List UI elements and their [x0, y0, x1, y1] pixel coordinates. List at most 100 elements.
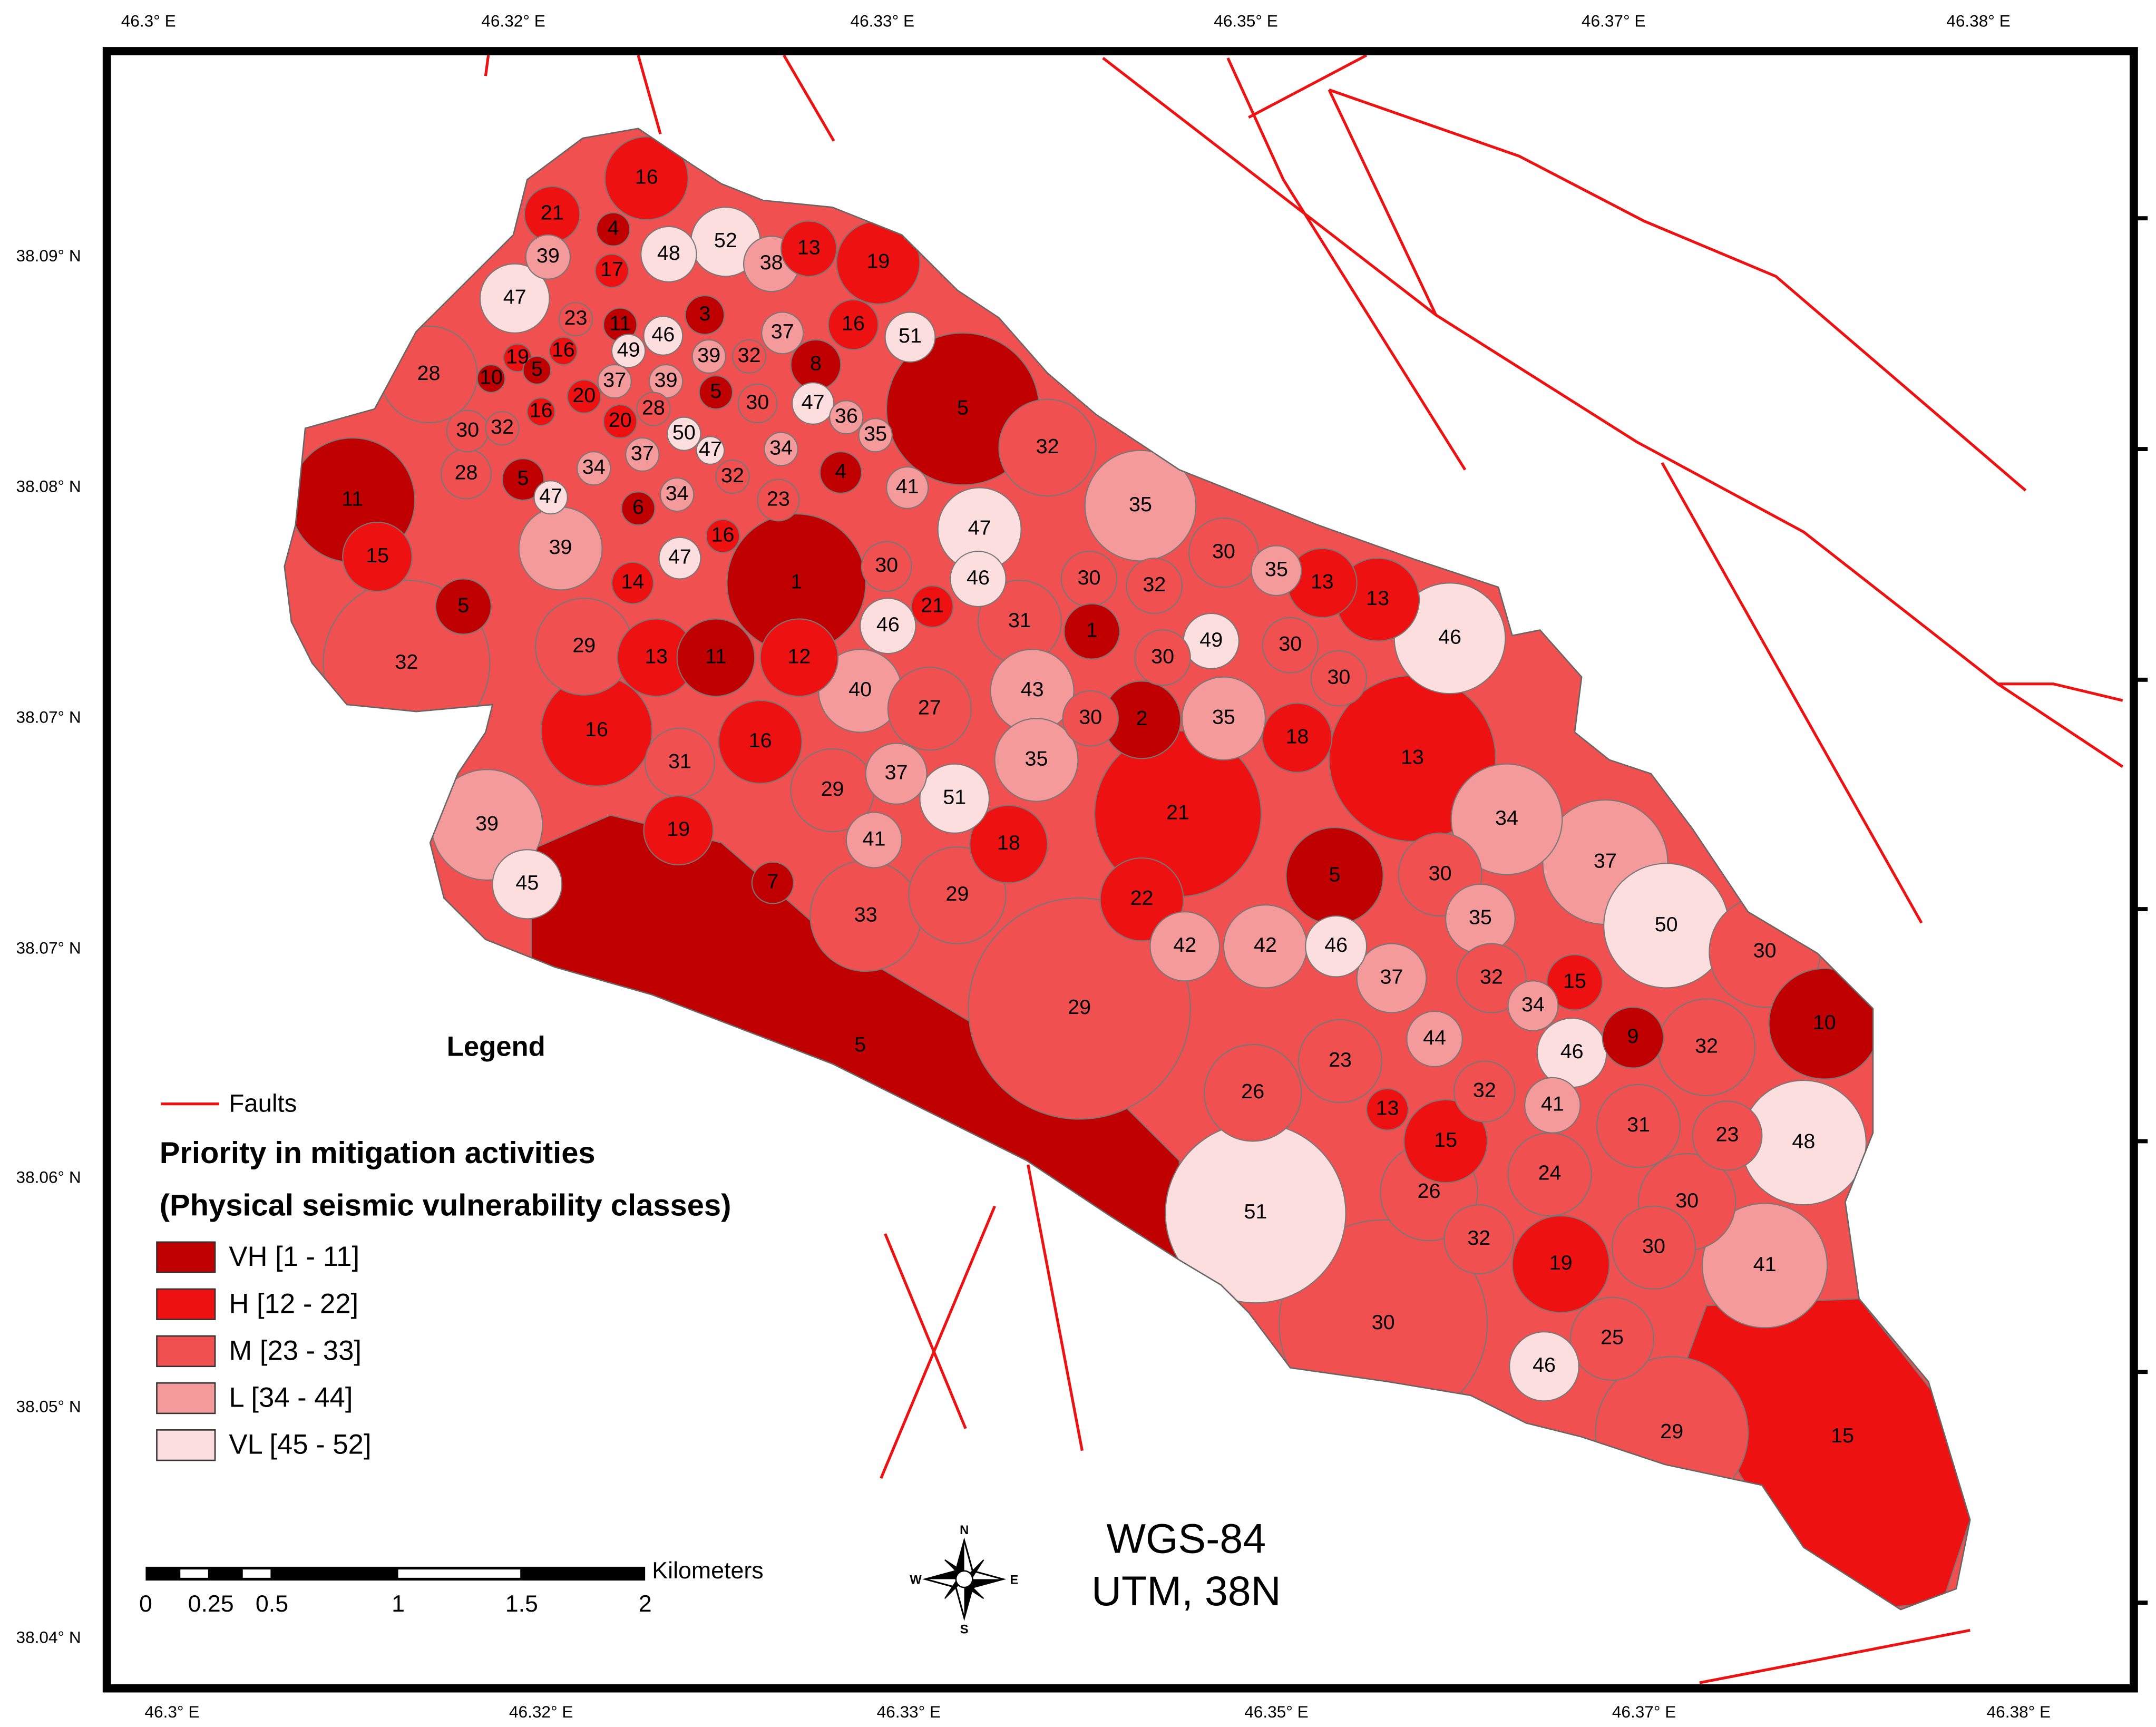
zone-label: 19 — [866, 250, 890, 273]
zone — [526, 397, 556, 426]
legend-class-label: VH [1 - 11] — [229, 1241, 359, 1272]
zone — [549, 336, 578, 366]
zone-label: 33 — [854, 903, 877, 926]
zone — [1262, 702, 1333, 773]
zone — [1596, 1084, 1681, 1168]
zone-label: 20 — [572, 384, 596, 407]
zone — [685, 295, 725, 335]
zone-label: 47 — [699, 437, 722, 461]
fault — [484, 55, 490, 76]
zone-label: 34 — [769, 436, 793, 459]
zone — [1181, 676, 1266, 760]
zone-label: 46 — [651, 323, 675, 346]
zone-label: 50 — [672, 421, 696, 444]
zone-label: 49 — [1199, 628, 1223, 651]
zone — [611, 334, 646, 368]
zone-label: 30 — [1078, 566, 1101, 589]
zone-label: 41 — [863, 827, 886, 850]
scale-label: 0 — [139, 1591, 152, 1617]
zone-label: 30 — [1079, 706, 1102, 729]
scale-bar-segment — [180, 1569, 208, 1578]
zone — [492, 849, 563, 920]
zone-label: 42 — [1254, 933, 1277, 957]
coordinate-label: 38.08° N — [16, 477, 81, 496]
legend-heading: (Physical seismic vulnerability classes) — [160, 1189, 731, 1223]
zone-label: 4 — [835, 460, 846, 483]
zone-label: 32 — [1480, 965, 1503, 989]
zone-label: 46 — [1324, 933, 1348, 957]
zone-label: 8 — [810, 352, 822, 375]
coordinate-label: 46.38° E — [1946, 11, 2011, 30]
zone — [476, 364, 506, 393]
zone-label: 30 — [1642, 1235, 1665, 1258]
zone-label: 32 — [1036, 435, 1059, 458]
zone-label: 1 — [1086, 619, 1098, 642]
zone — [636, 392, 671, 426]
zone-label: 10 — [1813, 1011, 1836, 1034]
zone-label: 11 — [342, 487, 363, 510]
zone-label: 5 — [957, 396, 969, 419]
datum: WGS-84 — [1106, 1516, 1266, 1562]
compass-star-shade — [925, 1540, 1003, 1618]
zone — [1305, 915, 1368, 978]
scale-label: 1.5 — [505, 1591, 538, 1617]
zone — [558, 302, 593, 337]
zone — [1149, 911, 1221, 982]
zone-label: 31 — [1008, 609, 1031, 632]
legend-swatch — [156, 1241, 216, 1273]
zone — [759, 618, 839, 697]
zone — [860, 598, 916, 655]
scale-bar-segment — [242, 1569, 271, 1578]
zone-label: 9 — [1627, 1025, 1639, 1048]
zone-label: 13 — [1401, 746, 1424, 769]
zone-label: 39 — [549, 535, 572, 559]
zone — [1453, 1060, 1516, 1123]
fault — [637, 55, 662, 135]
coordinate-label: 46.37° E — [1612, 1702, 1676, 1721]
zone-label: 19 — [1549, 1251, 1573, 1274]
zone — [594, 253, 629, 288]
zone — [781, 220, 837, 277]
zone — [643, 316, 684, 356]
zone-label: 50 — [1655, 913, 1678, 936]
zone-label: 28 — [417, 362, 441, 385]
zone — [435, 578, 492, 635]
zone-label: 46 — [1533, 1353, 1556, 1377]
zone — [886, 466, 929, 509]
zone — [1403, 1099, 1488, 1184]
zone-label: 15 — [1831, 1424, 1854, 1447]
zone-label: 47 — [503, 286, 526, 309]
zone — [667, 416, 701, 451]
zone — [705, 519, 740, 553]
zone-label: 43 — [1021, 678, 1044, 701]
zone — [861, 541, 912, 592]
zone — [1692, 1100, 1763, 1171]
zone-label: 37 — [1380, 965, 1403, 989]
scale-bar: 0 0.25 0.5 1 1.5 2 Kilometers — [139, 1558, 764, 1617]
datum: UTM, 38N — [1091, 1568, 1281, 1614]
zone — [691, 339, 726, 374]
zone-label: 30 — [1212, 540, 1235, 563]
zone-label: 30 — [1372, 1311, 1395, 1334]
zone-label: 21 — [1166, 801, 1189, 824]
zone — [1204, 1043, 1302, 1142]
zone-label: 27 — [918, 696, 941, 719]
zone — [1546, 954, 1603, 1011]
zone — [757, 479, 800, 522]
zone — [1456, 943, 1527, 1013]
zone — [525, 234, 571, 280]
zone — [884, 311, 936, 363]
zone-label: 37 — [1594, 849, 1617, 872]
zone-label: 34 — [666, 482, 689, 505]
zone-label: 32 — [1695, 1035, 1718, 1058]
zone-label: 18 — [1285, 725, 1309, 748]
zone-label: 45 — [515, 871, 539, 894]
coordinate-label: 46.35° E — [1244, 1702, 1309, 1721]
compass-letter: N — [960, 1524, 969, 1537]
zone — [1443, 1204, 1515, 1275]
compass-center — [955, 1570, 973, 1588]
zone-label: 5 — [517, 466, 529, 490]
zone — [567, 379, 601, 414]
zone — [1509, 1331, 1579, 1402]
compass: N E S W — [910, 1524, 1018, 1637]
